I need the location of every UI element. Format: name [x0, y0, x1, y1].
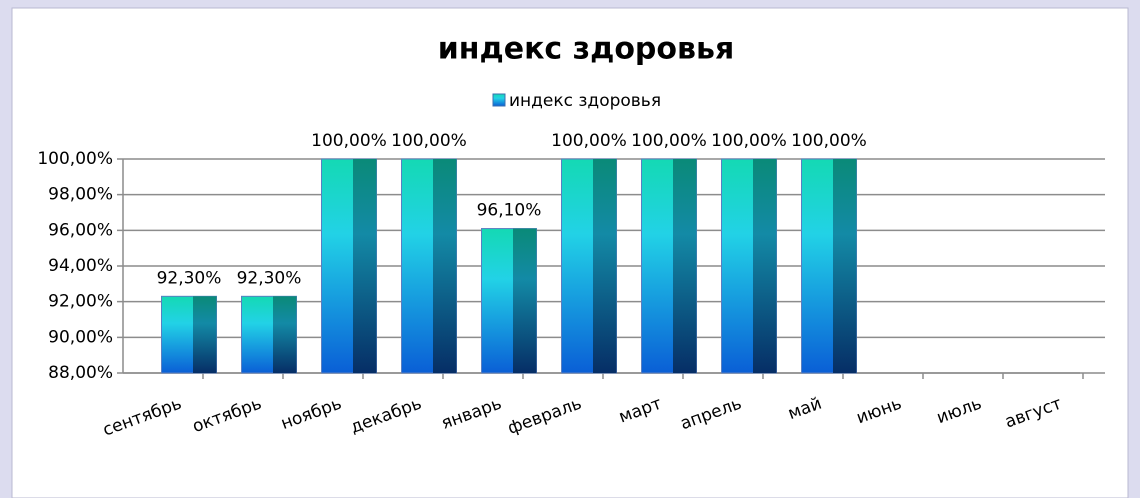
- data-label: 100,00%: [631, 131, 707, 151]
- bar-shade: [513, 228, 537, 373]
- bar-shade: [833, 159, 857, 373]
- bar-shade: [193, 296, 217, 373]
- data-label: 92,30%: [157, 268, 222, 288]
- y-tick-label: 90,00%: [48, 327, 113, 347]
- bar-shade: [673, 159, 697, 373]
- data-label: 100,00%: [551, 131, 627, 151]
- bar-shade: [433, 159, 457, 373]
- y-tick-label: 100,00%: [37, 149, 113, 169]
- y-tick-label: 88,00%: [48, 363, 113, 383]
- y-tick-label: 92,00%: [48, 292, 113, 312]
- bar-shade: [353, 159, 377, 373]
- data-label: 96,10%: [477, 201, 542, 221]
- data-label: 100,00%: [391, 131, 467, 151]
- chart-title: индекс здоровья: [438, 32, 734, 67]
- y-tick-label: 98,00%: [48, 185, 113, 205]
- legend-label: индекс здоровья: [509, 91, 661, 111]
- data-label: 100,00%: [311, 131, 387, 151]
- data-label: 100,00%: [791, 131, 867, 151]
- bar-shade: [273, 296, 297, 373]
- data-label: 92,30%: [237, 268, 302, 288]
- bar-shade: [753, 159, 777, 373]
- legend-swatch: [492, 93, 506, 107]
- data-label: 100,00%: [711, 131, 787, 151]
- bar-shade: [593, 159, 617, 373]
- y-tick-label: 94,00%: [48, 256, 113, 276]
- y-tick-label: 96,00%: [48, 220, 113, 240]
